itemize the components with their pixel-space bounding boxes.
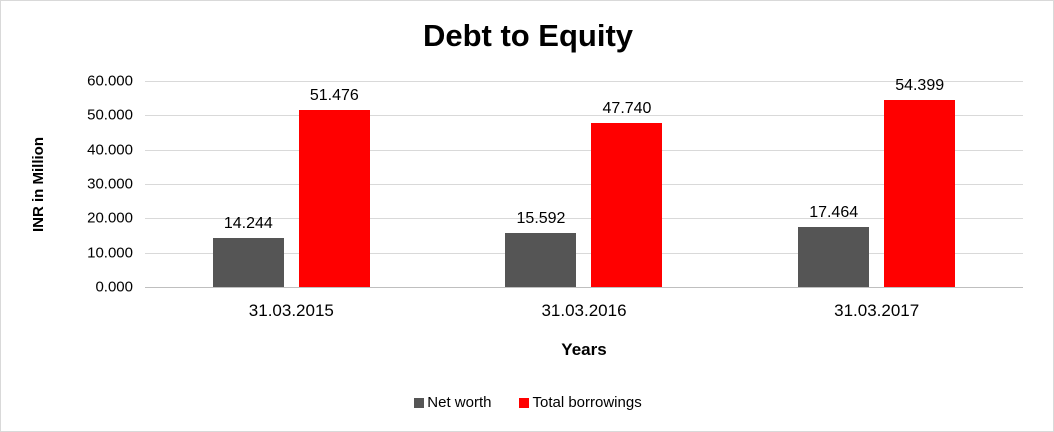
x-axis-title: Years — [561, 340, 607, 359]
y-axis-title: INR in Million — [27, 81, 49, 287]
bar-value-label: 54.399 — [895, 77, 945, 95]
x-axis-tick-label: 31.03.2016 — [541, 301, 627, 320]
chart-title: Debt to Equity — [422, 18, 634, 53]
x-axis-tick-label: 31.03.2017 — [834, 301, 920, 320]
gridline — [145, 81, 1023, 82]
y-axis-tick-label: 0.000 — [95, 278, 133, 296]
y-axis-tick-label: 40.000 — [87, 141, 133, 159]
y-axis-tick-label: 50.000 — [87, 106, 133, 124]
bar-value-label: 17.464 — [809, 204, 859, 222]
y-axis-title-label: INR in Million — [29, 136, 47, 232]
bar-total-borrowings[interactable] — [884, 100, 956, 287]
bar-value-label: 47.740 — [602, 100, 652, 118]
legend-item[interactable]: Net worth — [414, 394, 491, 411]
y-axis-tick-label: 20.000 — [87, 209, 133, 227]
y-axis-tick-label: 10.000 — [87, 244, 133, 262]
bar-group: 15.592 47.740 — [438, 81, 731, 287]
bar-networth[interactable] — [212, 238, 284, 287]
bar-value-label: 51.476 — [309, 87, 359, 105]
chart-legend: Net worth Total borrowings — [1, 394, 1053, 411]
gridline — [145, 252, 1023, 254]
gridline — [145, 115, 1023, 117]
bar-value-label: 14.244 — [223, 215, 273, 233]
legend-item[interactable]: Total borrowings — [519, 394, 642, 411]
bar-networth[interactable] — [505, 233, 577, 287]
bar-value-label: 15.592 — [516, 210, 566, 228]
plot-area: 14.244 51.476 15.592 47.740 17.464 54.399 — [145, 77, 1023, 288]
x-axis-tick-label: 31.03.2015 — [248, 301, 334, 320]
legend-swatch-icon — [414, 397, 425, 408]
gridline — [145, 218, 1023, 220]
x-axis-tick-labels: 31.03.2015 31.03.2016 31.03.2017 — [145, 301, 1023, 327]
gridline — [145, 184, 1023, 185]
legend-swatch-icon — [519, 397, 530, 408]
legend-label: Total borrowings — [532, 394, 642, 411]
legend-label: Net worth — [427, 394, 492, 411]
y-axis-tick-label: 60.000 — [87, 72, 133, 90]
bar-group: 14.244 51.476 — [145, 81, 438, 287]
y-axis-tick-label: 30.000 — [87, 175, 133, 193]
y-axis-tick-labels: 60.000 50.000 40.000 30.000 20.000 10.000 0.00… — [49, 73, 141, 296]
bar-group: 17.464 54.399 — [730, 77, 1023, 287]
bar-total-borrowings[interactable] — [591, 123, 663, 287]
bar-networth[interactable] — [798, 227, 870, 287]
gridline — [145, 149, 1023, 151]
x-axis-line — [145, 287, 1023, 288]
bar-total-borrowings[interactable] — [298, 110, 370, 287]
